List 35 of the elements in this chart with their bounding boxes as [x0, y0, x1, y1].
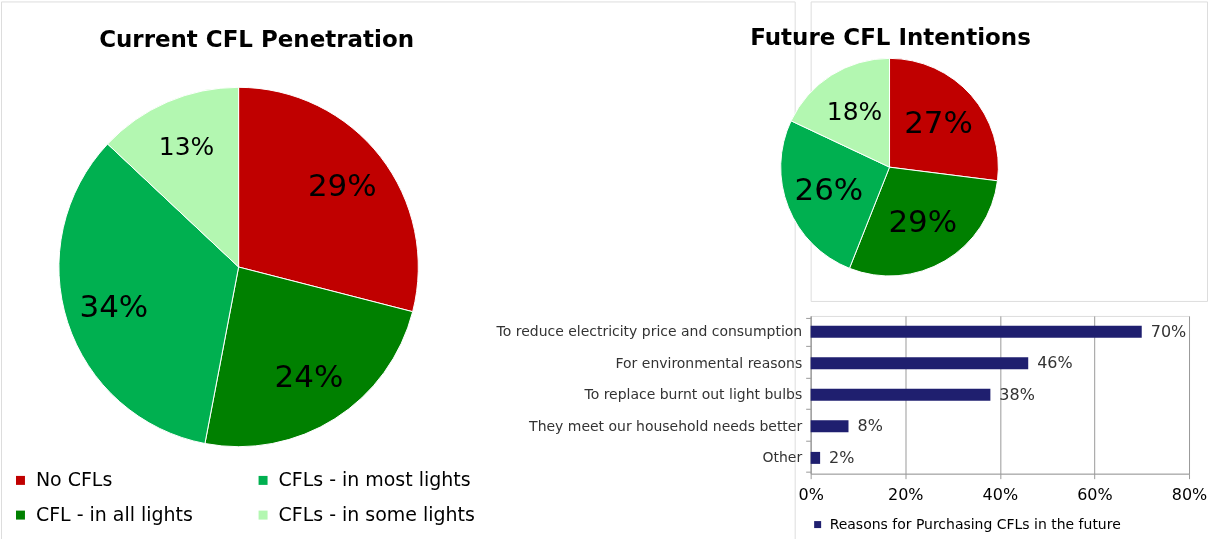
legend-label: No CFLs — [35, 468, 113, 491]
x-tick-label: 20% — [888, 485, 924, 505]
x-tick-label: 40% — [982, 485, 1019, 505]
y-tick-label: To reduce electricity price and consumption — [495, 323, 803, 340]
bar — [810, 451, 821, 464]
data-label: 13% — [158, 131, 215, 161]
data-label: 2% — [829, 447, 855, 467]
data-label: 27% — [904, 103, 973, 140]
data-label: 8% — [857, 416, 883, 436]
data-label: 70% — [1150, 321, 1187, 341]
x-tick-label: 80% — [1171, 485, 1208, 505]
legend-label: CFL - in all lights — [35, 503, 193, 526]
bar — [810, 357, 1029, 370]
legend-label: CFLs - in some lights — [278, 503, 475, 526]
legend-label: Reasons for Purchasing CFLs in the future — [829, 515, 1121, 532]
x-tick-label: 60% — [1077, 485, 1113, 505]
y-tick-label: To replace burnt out light bulbs — [583, 386, 803, 403]
y-tick-label: They meet our household needs better — [528, 417, 803, 434]
bar — [810, 388, 991, 401]
bar — [810, 325, 1142, 338]
data-label: 24% — [274, 357, 344, 394]
data-label: 29% — [307, 166, 377, 203]
y-tick-label: For environmental reasons — [615, 354, 803, 371]
legend-label: CFLs - in most lights — [278, 468, 471, 491]
bar — [810, 420, 849, 433]
data-label: 34% — [79, 287, 149, 324]
data-label: 38% — [999, 384, 1035, 404]
data-label: 26% — [794, 171, 864, 208]
data-label: 29% — [888, 203, 958, 240]
data-label: 18% — [826, 97, 883, 127]
chart-title: Future CFL Intentions — [750, 24, 1031, 51]
chart-title: Current CFL Penetration — [99, 26, 415, 53]
x-tick-label: 0% — [798, 485, 824, 505]
y-tick-label: Other — [762, 449, 803, 466]
data-label: 46% — [1037, 353, 1073, 373]
